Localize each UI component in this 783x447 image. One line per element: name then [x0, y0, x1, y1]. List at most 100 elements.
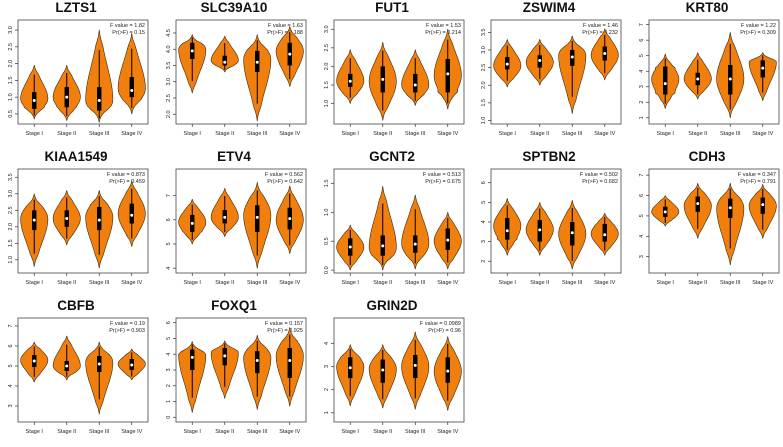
x-tick-label: Stage II — [688, 280, 707, 286]
x-tick-label: Stage I — [657, 280, 675, 286]
chart-title: FOXQ1 — [211, 298, 257, 313]
violin-panel-grin2d: GRIN2D 1 2 3 4 F value = 0.0989 Pr(>F) = 0.96 S… — [316, 298, 468, 445]
violin-stage-iv — [748, 52, 777, 101]
violin-box — [222, 55, 227, 66]
violin-panel-zswim4: ZSWIM4 1.0 1.5 2.0 2.5 3.0 3.5 F value = 1.46 Pr… — [473, 0, 625, 147]
violin-median — [223, 215, 227, 219]
violin-median — [255, 215, 259, 219]
f-value-label: F value = 0.347 — [738, 172, 776, 178]
x-tick-label: Stage III — [720, 131, 741, 137]
x-tick-label: Stage III — [405, 429, 426, 435]
x-tick-label: Stage II — [215, 429, 234, 435]
chart-title: SLC39A10 — [200, 0, 268, 15]
p-value-label: Pr(>F) = 0.15 — [112, 30, 145, 36]
x-tick-label: Stage III — [247, 429, 268, 435]
y-tick-label: 4 — [166, 267, 172, 270]
x-tick-label: Stage III — [720, 280, 741, 286]
y-tick-label: 2.5 — [481, 64, 487, 72]
violin-median — [570, 231, 574, 235]
y-tick-label: 5 — [166, 337, 172, 340]
violin-stage-ii — [210, 340, 239, 399]
chart-title: KRT80 — [685, 0, 729, 15]
y-tick-label: 6 — [166, 321, 172, 324]
violin-stage-iii — [85, 190, 114, 269]
violin-median — [130, 363, 134, 367]
violin-panel-gcnt2: GCNT2 0.0 0.5 1.0 1.5 F value = 0.513 Pr(>F) =… — [316, 149, 468, 296]
y-tick-label: 3 — [8, 404, 14, 407]
chart-title: ZSWIM4 — [522, 0, 576, 15]
x-tick-label: Stage I — [342, 280, 360, 286]
violin-median — [728, 77, 732, 81]
violin-stage-iii — [243, 34, 272, 122]
violin-box — [129, 203, 134, 224]
violin-panel-cdh3: CDH3 3 4 5 6 7 F value = 0.347 Pr(>F) = 0.791 St… — [631, 149, 783, 296]
violin-stage-i — [178, 341, 207, 413]
violin-median — [348, 245, 352, 249]
violin-median — [538, 59, 542, 63]
y-tick-label: 1.0 — [8, 93, 14, 101]
x-tick-label: Stage I — [342, 429, 360, 435]
f-value-label: F value = 0.19 — [110, 321, 145, 327]
violin-box — [505, 218, 510, 240]
violin-median — [190, 221, 194, 225]
violin-stage-i — [178, 198, 207, 245]
y-tick-label: 7 — [639, 23, 645, 26]
x-tick-label: Stage I — [499, 131, 517, 137]
violin-median — [413, 363, 417, 367]
y-tick-label: 3.5 — [166, 62, 172, 70]
y-tick-label: 2.0 — [324, 63, 330, 71]
y-tick-label: 0.0 — [324, 266, 330, 274]
violin-median — [348, 366, 352, 370]
violin-stage-iii — [85, 341, 114, 415]
p-value-label: Pr(>F) = 0.96 — [428, 328, 461, 334]
y-tick-label: 5 — [8, 364, 14, 367]
chart-title: CBFB — [57, 298, 95, 313]
y-tick-label: 1 — [324, 411, 330, 414]
y-tick-label: 2 — [639, 101, 645, 104]
y-tick-label: 2 — [166, 384, 172, 387]
x-tick-label: Stage IV — [121, 280, 142, 286]
violin-stage-iii — [716, 32, 745, 119]
y-tick-label: 3.5 — [8, 173, 14, 181]
x-tick-label: Stage I — [26, 429, 44, 435]
plot-frame — [17, 168, 149, 274]
y-tick-label: 2.5 — [8, 43, 14, 51]
violin-stage-iii — [401, 331, 430, 410]
f-value-label: F value = 1.82 — [110, 23, 145, 29]
x-tick-label: Stage III — [247, 131, 268, 137]
violin-box — [602, 223, 607, 242]
chart-title: LZTS1 — [55, 0, 97, 15]
y-tick-label: 2.5 — [324, 44, 330, 52]
x-tick-label: Stage IV — [594, 280, 615, 286]
y-tick-label: 3.0 — [166, 78, 172, 86]
violin-median — [761, 203, 765, 207]
p-value-label: Pr(>F) = 0.791 — [740, 179, 776, 185]
plot-frame — [333, 19, 465, 125]
y-tick-label: 7 — [8, 324, 14, 327]
violin-median — [288, 359, 292, 363]
violin-median — [190, 49, 194, 53]
f-value-label: F value = 0.502 — [580, 172, 618, 178]
violin-stage-iv — [117, 33, 146, 115]
y-tick-label: 5 — [639, 54, 645, 57]
violin-median — [32, 218, 36, 222]
x-tick-label: Stage II — [215, 280, 234, 286]
violin-stage-iv — [433, 336, 462, 411]
violin-stage-ii — [683, 52, 712, 100]
y-tick-label: 2.0 — [166, 110, 172, 118]
violin-stage-iii — [401, 194, 430, 270]
y-tick-label: 4 — [481, 220, 487, 223]
y-tick-label: 5 — [639, 214, 645, 217]
violin-stage-iii — [85, 29, 114, 123]
x-tick-label: Stage IV — [121, 429, 142, 435]
x-tick-label: Stage IV — [279, 280, 300, 286]
violin-stage-ii — [210, 188, 239, 237]
violin-median — [761, 66, 765, 70]
f-value-label: F value = 1.53 — [426, 23, 461, 29]
violin-stage-iv — [590, 28, 619, 81]
f-value-label: F value = 1.46 — [583, 23, 618, 29]
violin-stage-i — [20, 65, 49, 120]
